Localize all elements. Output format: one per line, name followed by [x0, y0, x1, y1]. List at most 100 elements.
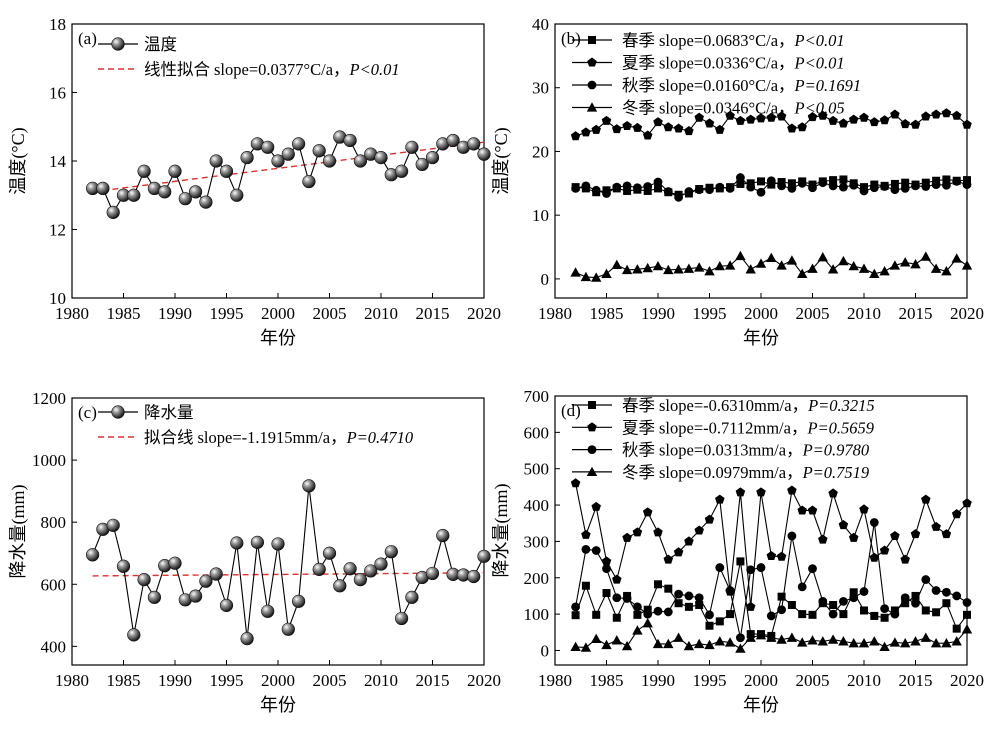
data-point-winter	[910, 636, 921, 646]
data-point-main	[240, 150, 254, 165]
data-point-summer	[931, 109, 941, 119]
data-point-spring	[921, 606, 930, 615]
data-point-summer	[684, 536, 694, 546]
data-point-main	[395, 611, 409, 626]
legend-c: 降水量 拟合线 slope=-1.1915mm/a，P=0.4710	[144, 403, 414, 447]
data-point-summer	[828, 488, 838, 498]
data-point-autumn	[581, 181, 591, 191]
data-point-spring	[736, 179, 745, 188]
data-point-main	[302, 479, 316, 493]
data-point-autumn	[962, 180, 972, 189]
data-point-main	[230, 188, 244, 202]
data-point-spring	[695, 601, 704, 610]
data-point-main	[425, 150, 440, 165]
data-point-summer	[797, 122, 807, 132]
data-point-autumn	[931, 180, 941, 189]
panel-label-b: (b)	[561, 29, 581, 48]
legend-entry-b-summer: 夏季 slope=0.0336°C/a，P<0.01	[622, 54, 845, 73]
data-point-spring	[633, 610, 642, 619]
data-point-autumn	[931, 586, 941, 595]
data-point-winter	[961, 260, 973, 270]
data-point-autumn	[808, 564, 817, 574]
x-axis-label-a: 年份	[260, 328, 296, 348]
data-point-winter	[694, 638, 705, 649]
data-point-summer	[715, 124, 725, 134]
data-point-winter	[580, 642, 592, 652]
data-point-summer	[694, 525, 704, 535]
data-point-autumn	[622, 181, 632, 191]
data-point-summer	[807, 505, 818, 515]
data-point-main	[281, 622, 295, 636]
data-point-autumn	[715, 563, 725, 572]
data-point-autumn	[705, 185, 714, 195]
data-point-autumn	[694, 185, 704, 195]
x-tick-label: 1995	[693, 304, 727, 323]
legend-series-name-a: 温度	[144, 35, 177, 54]
x-tick-label: 1985	[107, 671, 141, 690]
legend-fit-slope-a: slope=0.0377°C/a，	[214, 60, 350, 79]
y-tick-label: 1000	[32, 451, 66, 470]
data-point-summer	[581, 127, 591, 137]
x-tick-label: 2010	[847, 304, 881, 323]
data-point-autumn	[694, 593, 704, 603]
data-point-autumn	[591, 546, 601, 555]
data-point-autumn	[777, 181, 786, 191]
data-point-winter	[941, 637, 952, 648]
data-point-winter	[611, 259, 622, 270]
x-tick-label: 2010	[364, 671, 398, 690]
x-tick-label: 2010	[364, 304, 398, 323]
y-tick-label: 700	[524, 387, 550, 406]
data-point-autumn	[633, 602, 642, 612]
data-point-main	[312, 562, 326, 576]
data-point-autumn	[911, 598, 920, 608]
data-point-spring	[726, 610, 735, 619]
data-point-autumn	[602, 564, 611, 574]
data-point-autumn	[890, 185, 900, 195]
data-point-summer	[766, 112, 777, 122]
data-point-summer	[591, 124, 601, 134]
data-point-spring	[901, 599, 910, 608]
data-point-winter	[642, 617, 653, 628]
data-point-summer	[704, 118, 715, 128]
legend-symbol-marker	[587, 57, 597, 67]
data-point-winter	[580, 271, 592, 282]
data-point-autumn	[921, 182, 931, 191]
data-point-main	[106, 518, 120, 532]
data-point-main	[261, 140, 275, 154]
data-point-spring	[952, 624, 961, 633]
data-point-main	[127, 188, 141, 202]
data-point-autumn	[633, 183, 642, 193]
y-tick-label: 600	[524, 423, 550, 442]
data-point-winter	[817, 252, 828, 262]
legend-entry-d-summer: 夏季 slope=-0.7112mm/a，P=0.5659	[622, 418, 874, 437]
data-point-winter	[889, 637, 901, 647]
data-point-autumn	[828, 181, 838, 191]
data-point-summer	[910, 529, 921, 539]
x-tick-label: 1990	[641, 671, 675, 690]
data-point-main	[127, 628, 141, 642]
legend-entry-d-winter: 冬季 slope=0.0979mm/a，P=0.7519	[622, 463, 869, 482]
data-point-winter	[838, 636, 849, 646]
data-point-spring	[757, 177, 765, 186]
data-point-summer	[766, 550, 777, 560]
data-point-spring	[571, 611, 580, 620]
data-point-autumn	[849, 593, 859, 603]
data-point-main	[405, 140, 419, 154]
data-point-autumn	[880, 604, 889, 614]
data-point-main	[189, 589, 203, 603]
x-axis-label-c: 年份	[260, 695, 296, 715]
data-point-winter	[735, 643, 746, 653]
x-tick-label: 1980	[538, 304, 572, 323]
x-tick-label: 2015	[416, 304, 450, 323]
x-tick-label: 2020	[467, 671, 501, 690]
data-point-spring	[654, 580, 662, 589]
data-point-spring	[911, 591, 920, 600]
trend-line	[92, 572, 485, 577]
data-point-main	[137, 573, 151, 587]
data-point-winter	[858, 263, 870, 273]
data-point-main	[322, 154, 337, 168]
x-tick-label: 1995	[210, 304, 244, 323]
y-tick-label: 10	[532, 206, 549, 225]
legend-symbol-marker	[111, 37, 125, 51]
data-point-spring	[963, 176, 971, 185]
